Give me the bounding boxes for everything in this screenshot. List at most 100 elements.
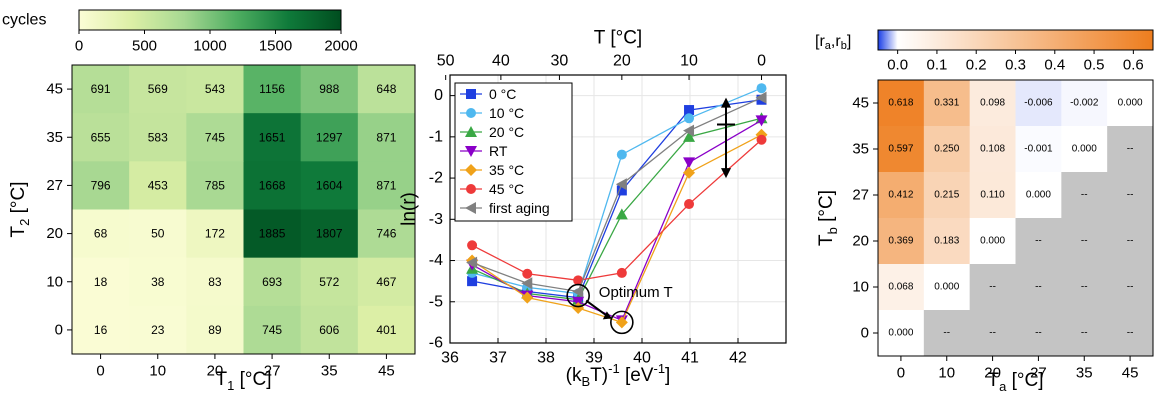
x-tick-label: 42 (729, 350, 747, 367)
cell-value-label: 0.000 (1118, 98, 1143, 109)
data-point (615, 178, 627, 191)
heatmap-cell (300, 161, 359, 210)
heatmap-cell (72, 113, 130, 162)
y-tick-label: 20 (46, 225, 63, 242)
cell-value-label: 0.110 (980, 190, 1005, 201)
heatmap-cell (357, 113, 416, 162)
data-point (683, 124, 695, 137)
data-point (683, 157, 696, 169)
heatmap-cell (1015, 218, 1062, 265)
x-axis-label-part: -1 (608, 361, 620, 376)
x-axis-label-part: B (582, 374, 591, 389)
series-line (471, 139, 762, 281)
cell-value-label: 0.597 (888, 144, 913, 155)
heatmap-cell (243, 305, 302, 355)
heatmap-cell (1107, 310, 1154, 357)
data-point (756, 134, 767, 145)
data-point (615, 208, 628, 220)
cell-value-label: -- (1127, 144, 1134, 155)
y-axis-label: T2 [°C] (8, 182, 32, 238)
y-axis-label-unit: [°C] (8, 182, 29, 219)
colorbar-tick-label: 0.4 (1044, 57, 1065, 74)
plot-frame (449, 74, 787, 344)
cell-value-label: 1668 (259, 178, 286, 192)
top-x-tick-label: 50 (437, 53, 455, 70)
heatmap-cell (878, 172, 925, 219)
cell-value-label: 68 (94, 227, 108, 241)
heatmap-cell (186, 161, 244, 210)
cell-value-label: 0.068 (888, 282, 913, 293)
cell-value-label: 0.369 (888, 236, 913, 247)
heatmap-cell (1107, 218, 1154, 265)
heatmap-cell (923, 80, 971, 127)
data-point (684, 105, 695, 116)
cell-value-label: -- (1081, 282, 1088, 293)
x-tick-label: 20 (984, 365, 1001, 382)
y-tick-label: 20 (852, 233, 869, 250)
heatmap-cell (1061, 264, 1108, 311)
cell-value-label: 0.098 (980, 98, 1005, 109)
heatmap-cell (186, 65, 244, 114)
heatmap-cell (1107, 80, 1154, 127)
x-axis-label-part: [°C] (1006, 370, 1043, 391)
cell-value-label: 1604 (316, 178, 343, 192)
legend-label: first aging (489, 200, 550, 216)
x-axis-label-part: T) (590, 365, 608, 386)
y-tick-label: -2 (429, 170, 443, 187)
legend-label: 45 °C (489, 181, 524, 197)
cell-value-label: 23 (151, 323, 165, 337)
cell-value-label: 453 (148, 178, 168, 192)
heatmap-cell (878, 264, 925, 311)
y-tick-label: 10 (852, 279, 869, 296)
top-x-tick-label: 20 (613, 53, 631, 70)
heatmap-cell (300, 305, 359, 355)
heatmap-cell (72, 161, 130, 210)
data-point (522, 268, 533, 279)
cell-value-label: 648 (376, 82, 396, 96)
series-firstaging (466, 91, 767, 298)
x-axis-label-part: T (988, 370, 1000, 391)
data-point (572, 301, 585, 314)
data-point (616, 267, 627, 278)
cell-value-label: 50 (151, 227, 165, 241)
x-axis-label-part: -1 (653, 361, 665, 376)
y-axis-label-part: [°C] (816, 190, 837, 227)
heatmap-cell (243, 209, 302, 259)
optimum-arrow-line (585, 299, 609, 318)
data-point (683, 130, 696, 142)
y-tick-label: -1 (429, 128, 443, 145)
legend-marker (465, 202, 476, 214)
cell-value-label: 572 (319, 275, 339, 289)
cell-value-label: 0.618 (888, 98, 913, 109)
heatmap-cell (357, 209, 416, 259)
heatmap-cell (923, 264, 971, 311)
cell-value-label: -- (1127, 190, 1134, 201)
y-tick-label: 0 (55, 321, 63, 338)
cell-value-label: 0.000 (1072, 144, 1097, 155)
heatmap-cell (1061, 172, 1108, 219)
series-line (471, 134, 762, 324)
plot-frame (71, 64, 416, 355)
data-point (616, 185, 627, 196)
colorbar-tick-label: 1000 (193, 38, 226, 55)
heatmap-cell (969, 218, 1016, 265)
legend-box (454, 82, 573, 222)
y-tick-label: 0 (861, 325, 869, 342)
heatmap-cell (129, 305, 187, 355)
colorbar-label-part: ] (847, 33, 851, 50)
cell-value-label: 796 (91, 178, 111, 192)
cell-value-label: 745 (205, 130, 225, 144)
x-tick-label: 38 (537, 350, 555, 367)
colorbar-label-part: b (841, 40, 847, 52)
y-axis-label-part: T (816, 234, 837, 246)
legend-label: 35 °C (489, 162, 524, 178)
heatmap-cell (186, 257, 244, 307)
colorbar-tick-label: 0 (75, 38, 83, 55)
top-x-tick-label: 10 (680, 53, 698, 70)
cell-value-label: 0.000 (934, 282, 959, 293)
colorbar-tick-label: 1500 (259, 38, 292, 55)
data-point (755, 115, 768, 127)
x-tick-label: 40 (633, 350, 651, 367)
heatmap-cell (243, 65, 302, 114)
